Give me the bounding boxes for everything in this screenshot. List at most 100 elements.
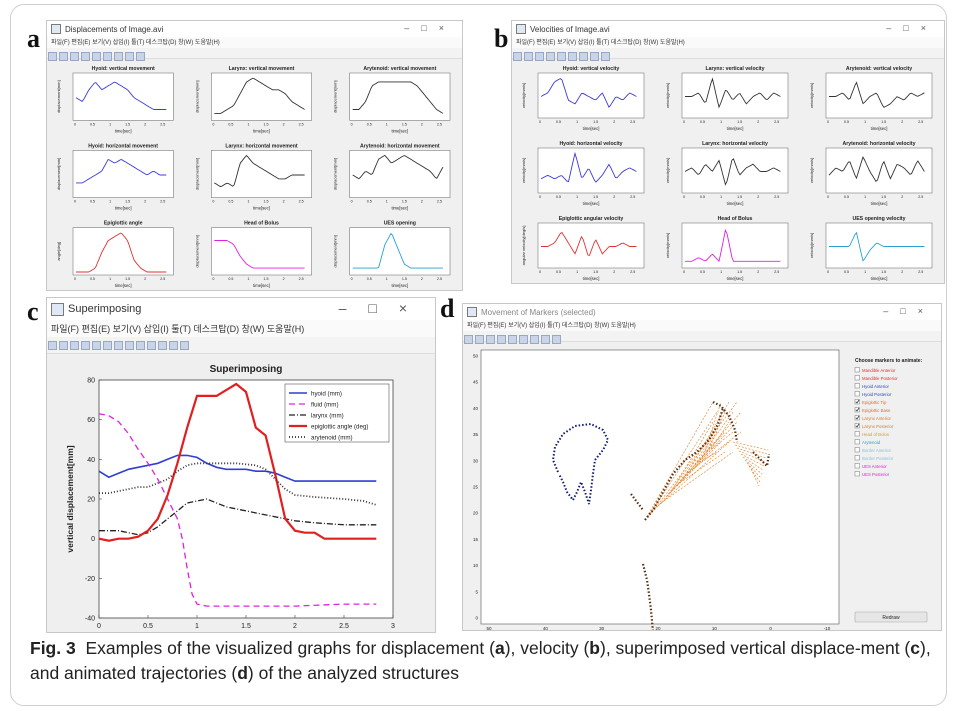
legend-icon[interactable] [180, 341, 189, 350]
panel-a-toolbar[interactable] [47, 48, 462, 61]
zoom-out-icon[interactable] [114, 341, 123, 350]
subplot-xtick: 2 [421, 277, 423, 281]
superimposing-chart: Superimposing 0 0.5 1 1.5 2 2.5 3 80 60 40 20 0 -20 -4… [65, 364, 395, 630]
y-tick-label: 60 [87, 417, 95, 424]
save-icon[interactable] [535, 52, 544, 61]
pan-icon[interactable] [125, 52, 134, 61]
rotate-icon[interactable] [552, 335, 561, 344]
subplot-series-line [829, 81, 925, 108]
subplot-xtick: 1 [386, 122, 388, 126]
open-icon[interactable] [59, 52, 68, 61]
figure-caption: Fig. 3 Examples of the visualized graphs… [30, 636, 935, 686]
pan-icon[interactable] [125, 341, 134, 350]
print-icon[interactable] [546, 52, 555, 61]
subplot-series-line [214, 240, 305, 269]
subplot-xtick: 0 [827, 120, 829, 124]
subplot-ylabel: displacement[mm] [194, 235, 199, 267]
panel-d-menubar[interactable]: 파일(F) 편집(E) 보기(V) 삽입(I) 툴(T) 데스크탑(D) 창(W… [463, 320, 941, 331]
brush-icon[interactable] [158, 341, 167, 350]
new-figure-icon[interactable] [48, 341, 57, 350]
pan-icon[interactable] [541, 335, 550, 344]
subplot-xtick: 1 [864, 270, 866, 274]
marker-checkbox [854, 415, 860, 421]
new-figure-icon[interactable] [464, 335, 473, 344]
legend-entry: fluid (mm) [311, 402, 339, 409]
subplot-xtick: 1.5 [737, 270, 742, 274]
window-controls[interactable]: –□× [338, 300, 429, 316]
open-icon[interactable] [59, 341, 68, 350]
subplot-ylabel: angular velocity[deg/s] [521, 226, 526, 266]
subplot-xtick: 1 [247, 200, 249, 204]
zoom-in-icon[interactable] [519, 335, 528, 344]
y-tick-label: 35 [473, 432, 479, 437]
panel-b-toolbar[interactable] [512, 48, 944, 61]
subplot-axes [681, 72, 789, 119]
subplot-xtick: 0.5 [556, 270, 561, 274]
cursor-icon[interactable] [508, 335, 517, 344]
subplot-xtick: 2 [757, 195, 759, 199]
caption-ref-c: c [910, 638, 920, 658]
subplot-xtick: 0 [74, 277, 76, 281]
subplot-xlabel: time[sec] [583, 201, 600, 206]
marker-checkbox [854, 367, 860, 373]
subplot-xtick: 0.5 [228, 122, 233, 126]
print-icon[interactable] [81, 341, 90, 350]
y-tick-label: 25 [473, 485, 479, 490]
subplot-xtick: 0.5 [90, 122, 95, 126]
zoom-out-icon[interactable] [530, 335, 539, 344]
cursor-icon[interactable] [92, 341, 101, 350]
checkmark-icon [855, 415, 860, 420]
cursor-icon[interactable] [557, 52, 566, 61]
subplot-xtick: 2 [757, 270, 759, 274]
open-icon[interactable] [475, 335, 484, 344]
rotate-icon[interactable] [601, 52, 610, 61]
save-icon[interactable] [70, 52, 79, 61]
y-tick-label: 0 [91, 536, 95, 543]
subplot-1: Hyoid: vertical movement time[sec] displac… [56, 66, 174, 133]
zoom-out-icon[interactable] [114, 52, 123, 61]
subplot-xtick: 0 [539, 195, 541, 199]
zoom-out-icon[interactable] [579, 52, 588, 61]
save-icon[interactable] [486, 335, 495, 344]
data-cursor-icon[interactable] [147, 341, 156, 350]
zoom-in-icon[interactable] [103, 52, 112, 61]
cursor-icon[interactable] [92, 52, 101, 61]
panel-b-menubar[interactable]: 파일(F) 편집(E) 보기(V) 삽입(I) 툴(T) 데스크탑(D) 창(W… [512, 37, 944, 48]
subplot-axes [72, 227, 174, 276]
open-icon[interactable] [524, 52, 533, 61]
subplot-xtick: 0 [351, 277, 353, 281]
panel-c-menubar[interactable]: 파일(F) 편집(E) 보기(V) 삽입(I) 툴(T) 데스크탑(D) 창(W… [47, 320, 435, 337]
rotate-icon[interactable] [136, 341, 145, 350]
marker-checkbox [854, 375, 860, 381]
subplot-8: Head of Bolus time[sec] displacement[mm] 0 0… [194, 221, 312, 288]
new-figure-icon[interactable] [513, 52, 522, 61]
subplot-4: Hyoid: horizontal velocity time[sec] veloc… [521, 141, 645, 206]
rotate-icon[interactable] [136, 52, 145, 61]
subplot-xtick: 0 [351, 200, 353, 204]
colorbar-icon[interactable] [169, 341, 178, 350]
panel-d-toolbar[interactable] [463, 331, 941, 344]
zoom-in-icon[interactable] [568, 52, 577, 61]
save-icon[interactable] [70, 341, 79, 350]
panel-b-subplots: Hyoid: vertical velocity time[sec] velocit… [521, 66, 933, 281]
panel-c-toolbar[interactable] [47, 337, 435, 354]
panel-a-menubar[interactable]: 파일(F) 편집(E) 보기(V) 삽입(I) 툴(T) 데스크탑(D) 창(W… [47, 37, 462, 48]
checkmark-icon [855, 399, 860, 404]
panel-a-letter: a [27, 24, 40, 53]
subplot-xtick: 0.5 [844, 270, 849, 274]
subplot-xtick: 0.5 [367, 200, 372, 204]
y-tick-label: 20 [473, 511, 479, 516]
window-controls[interactable]: –□× [404, 23, 456, 33]
subplot-xtick: 0 [539, 120, 541, 124]
subplot-xtick: 0.5 [700, 270, 705, 274]
print-icon[interactable] [81, 52, 90, 61]
print-icon[interactable] [497, 335, 506, 344]
pan-icon[interactable] [590, 52, 599, 61]
redraw-button [854, 611, 928, 623]
zoom-in-icon[interactable] [103, 341, 112, 350]
window-controls[interactable]: –□× [886, 23, 938, 33]
marker-checkbox [854, 431, 860, 437]
subplot-5: Larynx: horizontal velocity time[sec] velo… [665, 141, 789, 206]
new-figure-icon[interactable] [48, 52, 57, 61]
window-controls[interactable]: –□× [883, 306, 935, 316]
